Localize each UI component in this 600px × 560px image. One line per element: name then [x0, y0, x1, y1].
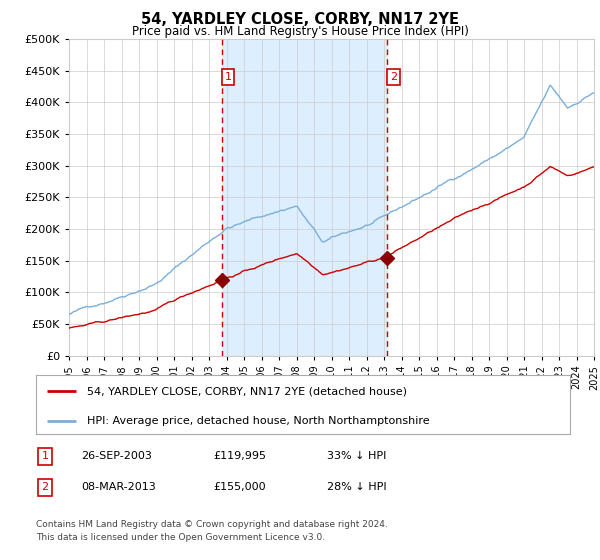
Bar — [222, 39, 387, 356]
Text: £155,000: £155,000 — [213, 482, 266, 492]
Text: 1: 1 — [41, 451, 49, 461]
Text: Price paid vs. HM Land Registry's House Price Index (HPI): Price paid vs. HM Land Registry's House … — [131, 25, 469, 38]
Text: 1: 1 — [224, 72, 232, 82]
Text: 2: 2 — [390, 72, 397, 82]
Text: HPI: Average price, detached house, North Northamptonshire: HPI: Average price, detached house, Nort… — [87, 416, 430, 426]
Text: 08-MAR-2013: 08-MAR-2013 — [81, 482, 156, 492]
Text: 2: 2 — [41, 482, 49, 492]
Text: 54, YARDLEY CLOSE, CORBY, NN17 2YE: 54, YARDLEY CLOSE, CORBY, NN17 2YE — [141, 12, 459, 27]
Text: 33% ↓ HPI: 33% ↓ HPI — [327, 451, 386, 461]
Text: 28% ↓ HPI: 28% ↓ HPI — [327, 482, 386, 492]
Text: 54, YARDLEY CLOSE, CORBY, NN17 2YE (detached house): 54, YARDLEY CLOSE, CORBY, NN17 2YE (deta… — [87, 386, 407, 396]
Text: 26-SEP-2003: 26-SEP-2003 — [81, 451, 152, 461]
Text: Contains HM Land Registry data © Crown copyright and database right 2024.: Contains HM Land Registry data © Crown c… — [36, 520, 388, 529]
Text: This data is licensed under the Open Government Licence v3.0.: This data is licensed under the Open Gov… — [36, 533, 325, 542]
Text: £119,995: £119,995 — [213, 451, 266, 461]
